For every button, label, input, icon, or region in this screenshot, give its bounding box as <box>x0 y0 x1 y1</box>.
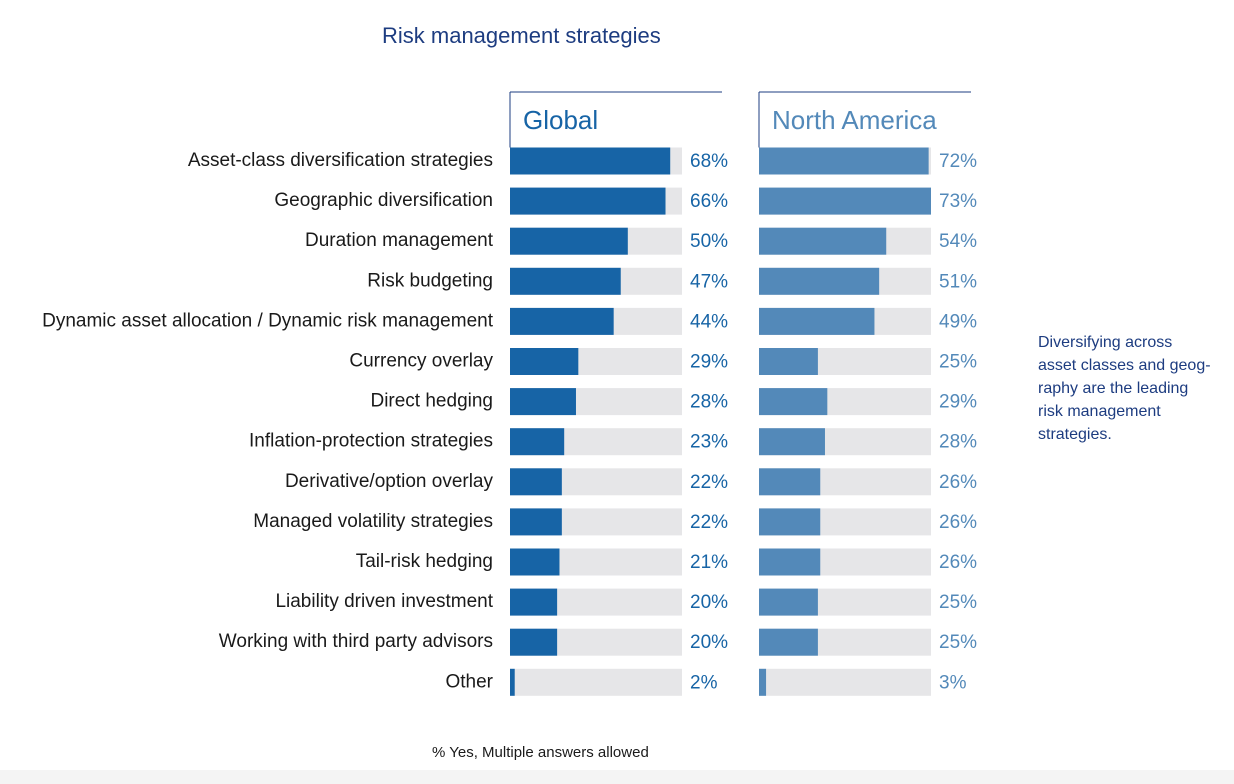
bar <box>759 668 767 696</box>
bar <box>510 428 565 456</box>
value-label: 26% <box>939 552 977 573</box>
bar <box>759 588 818 616</box>
value-label: 66% <box>690 191 728 212</box>
category-label: Working with third party advisors <box>219 631 493 652</box>
value-label: 23% <box>690 432 728 453</box>
value-label: 68% <box>690 151 728 172</box>
panel-title: North America <box>772 105 937 135</box>
value-label: 51% <box>939 271 977 292</box>
bar <box>510 348 579 375</box>
value-label: 20% <box>690 632 728 653</box>
bar <box>510 668 515 696</box>
annotation: asset classes and geog- <box>1038 357 1211 374</box>
value-label: 72% <box>939 151 977 172</box>
bar <box>510 227 628 255</box>
annotation: Diversifying across <box>1038 334 1172 351</box>
category-label: Managed volatility strategies <box>253 511 493 532</box>
value-label: 20% <box>690 592 728 613</box>
chart-title: Risk management strategies <box>382 23 661 48</box>
bar <box>759 548 821 576</box>
value-label: 29% <box>690 352 728 373</box>
value-label: 26% <box>939 512 977 533</box>
bar <box>510 307 614 335</box>
bar <box>759 628 818 656</box>
value-label: 3% <box>939 672 967 693</box>
category-label: Derivative/option overlay <box>285 471 494 492</box>
bar-track <box>510 668 682 696</box>
bar <box>510 388 576 416</box>
category-label: Tail-risk hedging <box>356 551 493 572</box>
value-label: 25% <box>939 352 977 373</box>
bar <box>510 267 621 295</box>
category-label: Currency overlay <box>349 351 493 372</box>
value-label: 22% <box>690 512 728 533</box>
value-label: 73% <box>939 191 977 212</box>
category-label: Geographic diversification <box>274 190 493 211</box>
value-label: 44% <box>690 311 728 332</box>
bar <box>759 388 828 416</box>
bar <box>510 147 671 175</box>
category-label: Asset-class diversification strategies <box>188 150 493 171</box>
value-label: 25% <box>939 632 977 653</box>
category-label: Risk budgeting <box>367 270 493 291</box>
bar <box>759 187 931 215</box>
category-label: Duration management <box>305 230 494 251</box>
bar <box>759 227 887 255</box>
bar <box>759 147 929 175</box>
value-label: 28% <box>690 392 728 413</box>
value-label: 21% <box>690 552 728 573</box>
bar <box>759 267 880 295</box>
bar-track <box>759 668 931 696</box>
value-label: 22% <box>690 472 728 493</box>
bar <box>759 428 825 456</box>
footnote: % Yes, Multiple answers allowed <box>432 744 649 761</box>
bar <box>510 468 562 496</box>
value-label: 49% <box>939 311 977 332</box>
bar <box>510 588 558 616</box>
value-label: 26% <box>939 472 977 493</box>
bar <box>759 307 875 335</box>
value-label: 25% <box>939 592 977 613</box>
category-label: Liability driven investment <box>275 591 493 612</box>
bar <box>510 548 560 576</box>
value-label: 29% <box>939 392 977 413</box>
value-label: 47% <box>690 271 728 292</box>
annotation: risk management <box>1038 403 1161 420</box>
value-label: 54% <box>939 231 977 252</box>
bar <box>510 628 558 656</box>
category-label: Dynamic asset allocation / Dynamic risk … <box>42 310 494 331</box>
value-label: 28% <box>939 432 977 453</box>
panel-title: Global <box>523 105 598 135</box>
category-label: Other <box>445 671 493 692</box>
category-label: Direct hedging <box>370 391 493 412</box>
bottom-strip <box>0 770 1234 784</box>
value-label: 2% <box>690 672 718 693</box>
value-label: 50% <box>690 231 728 252</box>
bar <box>759 468 821 496</box>
bar <box>510 508 562 536</box>
category-label: Inflation-protection strategies <box>249 431 493 452</box>
bar <box>759 508 821 536</box>
bar <box>510 187 666 215</box>
annotation: strategies. <box>1038 426 1112 443</box>
annotation: raphy are the leading <box>1038 380 1188 397</box>
bar <box>759 348 818 375</box>
